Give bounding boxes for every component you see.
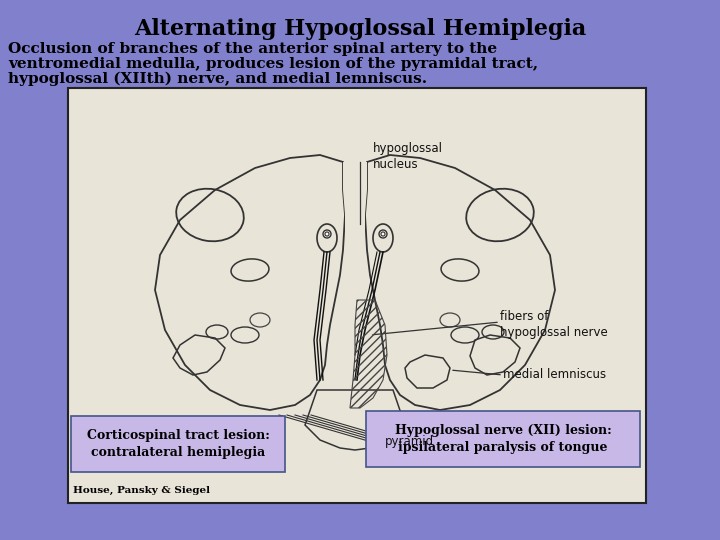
Ellipse shape xyxy=(373,224,393,252)
Text: Corticospinal tract lesion:
contralateral hemiplegia: Corticospinal tract lesion: contralatera… xyxy=(86,429,269,459)
FancyBboxPatch shape xyxy=(68,88,646,503)
Text: fibers of
hypoglossal nerve: fibers of hypoglossal nerve xyxy=(500,310,608,339)
Polygon shape xyxy=(335,162,375,415)
Ellipse shape xyxy=(325,232,329,236)
Text: Occlusion of branches of the anterior spinal artery to the: Occlusion of branches of the anterior sp… xyxy=(8,42,497,56)
Ellipse shape xyxy=(379,230,387,238)
Text: pyramid: pyramid xyxy=(385,435,434,448)
Ellipse shape xyxy=(317,224,337,252)
Polygon shape xyxy=(155,155,345,410)
FancyBboxPatch shape xyxy=(71,416,285,472)
Text: medial lemniscus: medial lemniscus xyxy=(503,368,606,381)
Text: Alternating Hypoglossal Hemiplegia: Alternating Hypoglossal Hemiplegia xyxy=(134,18,586,40)
Text: hypoglossal
nucleus: hypoglossal nucleus xyxy=(373,142,443,171)
Text: hypoglossal (XIIth) nerve, and medial lemniscus.: hypoglossal (XIIth) nerve, and medial le… xyxy=(8,72,427,86)
Ellipse shape xyxy=(323,230,331,238)
Text: House, Pansky & Siegel: House, Pansky & Siegel xyxy=(73,486,210,495)
Polygon shape xyxy=(365,155,555,410)
Ellipse shape xyxy=(381,232,385,236)
Text: ventromedial medulla, produces lesion of the pyramidal tract,: ventromedial medulla, produces lesion of… xyxy=(8,57,538,71)
Polygon shape xyxy=(305,390,405,450)
FancyBboxPatch shape xyxy=(366,411,640,467)
Text: Hypoglossal nerve (XII) lesion:
ipsilateral paralysis of tongue: Hypoglossal nerve (XII) lesion: ipsilate… xyxy=(395,424,611,454)
